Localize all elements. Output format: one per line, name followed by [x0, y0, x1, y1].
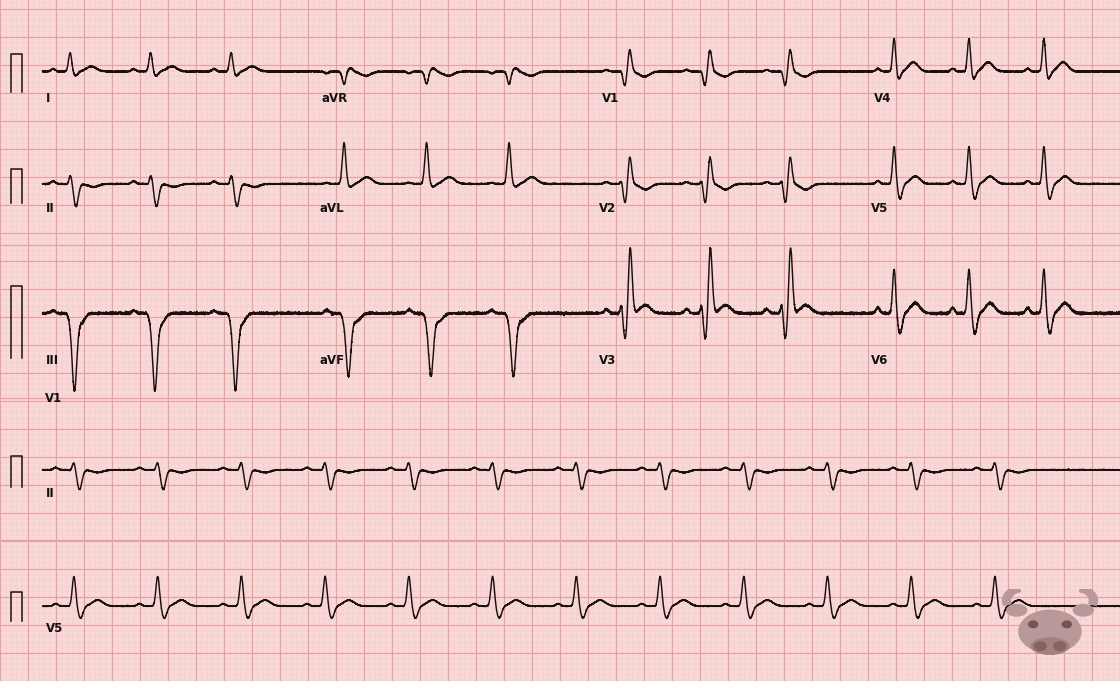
Text: aVF: aVF [319, 354, 344, 367]
Text: V3: V3 [599, 354, 616, 367]
Circle shape [1028, 621, 1037, 628]
Ellipse shape [1032, 638, 1068, 654]
Circle shape [1035, 642, 1046, 650]
Text: V4: V4 [874, 92, 892, 105]
Text: V2: V2 [599, 202, 616, 215]
Text: aVL: aVL [319, 202, 344, 215]
Text: V5: V5 [46, 622, 64, 635]
Text: II: II [46, 202, 55, 215]
Wedge shape [1080, 586, 1098, 605]
Ellipse shape [1073, 605, 1093, 616]
Circle shape [1054, 642, 1065, 650]
Circle shape [1063, 621, 1071, 628]
Text: II: II [46, 487, 55, 500]
Ellipse shape [1019, 610, 1081, 652]
Text: III: III [46, 354, 59, 367]
Text: V1: V1 [45, 392, 62, 405]
Text: aVR: aVR [321, 92, 347, 105]
Ellipse shape [1007, 605, 1027, 616]
Text: V1: V1 [601, 92, 618, 105]
Text: V6: V6 [871, 354, 889, 367]
Text: V5: V5 [871, 202, 889, 215]
Wedge shape [1002, 586, 1020, 605]
Text: I: I [46, 92, 50, 105]
